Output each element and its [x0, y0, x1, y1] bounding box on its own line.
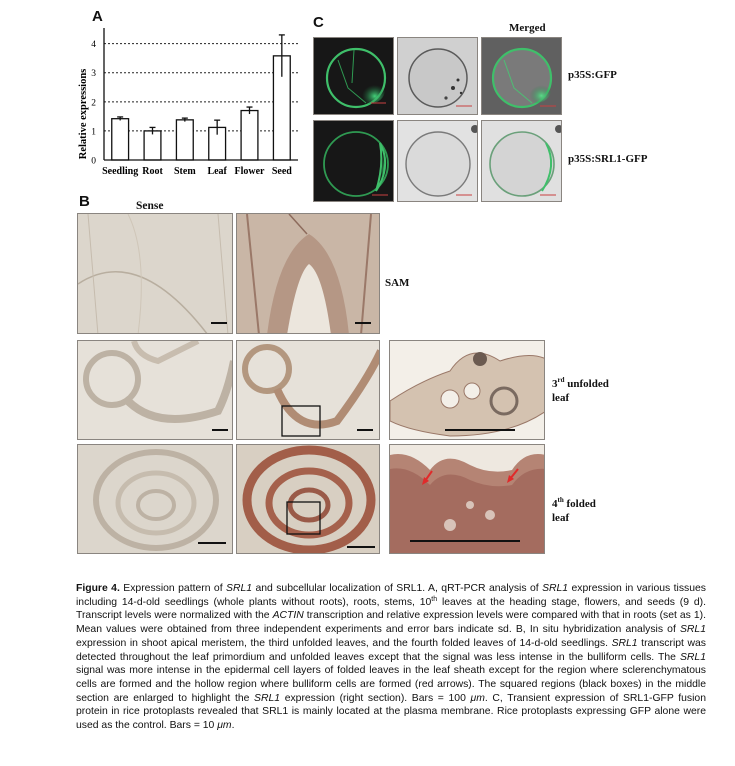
- insitu-sense-4th-leaf-image: [77, 444, 233, 554]
- insitu-sense-3rd-leaf-image: [77, 340, 233, 440]
- chart-ylabel: Relative expressions: [78, 69, 89, 160]
- insitu-sense-sam-image: [77, 213, 233, 334]
- gfp-fluorescence-image-1: [313, 37, 394, 115]
- merged-label: Merged: [509, 22, 546, 34]
- tick-label-2: 2: [91, 98, 96, 108]
- gfp-fluorescence-image-2: [313, 120, 394, 202]
- insitu-antisense-sam-image: [236, 213, 380, 334]
- brightfield-image-2: [397, 120, 478, 202]
- panel-b-letter: B: [79, 193, 90, 210]
- insitu-antisense-4th-leaf-image: [236, 444, 380, 554]
- chart-tick-labels: 0 1 2 3 4: [91, 40, 96, 166]
- p35s-srl1-gfp-label: p35S:SRL1-GFP: [568, 153, 648, 165]
- chart-axes: [103, 28, 298, 161]
- category-label-stem: Stem: [174, 166, 196, 177]
- category-label-seedling: Seedling: [102, 166, 138, 177]
- chart-category-labels: Seedling Root Stem Leaf Flower Seed: [102, 166, 292, 177]
- merged-image-1: [481, 37, 562, 115]
- third-unfolded-leaf-label: 3rd unfolded leaf: [552, 376, 609, 405]
- p35s-gfp-label: p35S:GFP: [568, 69, 617, 81]
- chart-error-bars: [117, 34, 285, 135]
- insitu-3rd-leaf-enlarged-image: [389, 340, 545, 440]
- sense-label: Sense: [136, 200, 164, 212]
- chart-bars: [111, 55, 291, 161]
- sam-label: SAM: [385, 277, 410, 289]
- merged-image-2: [481, 120, 562, 202]
- panel-c-letter: C: [313, 14, 324, 31]
- panel-a-letter: A: [92, 8, 103, 25]
- category-label-root: Root: [142, 166, 163, 177]
- bar-stem: [175, 119, 194, 161]
- bar-flower: [240, 109, 259, 161]
- category-label-leaf: Leaf: [207, 166, 227, 177]
- category-label-seed: Seed: [272, 166, 292, 177]
- figure-caption: Figure 4. Expression pattern of SRL1 and…: [76, 583, 707, 732]
- brightfield-image-1: [397, 37, 478, 115]
- category-label-flower: Flower: [235, 166, 266, 177]
- chart-grid: [104, 43, 298, 132]
- tick-label-1: 1: [91, 127, 96, 137]
- tick-label-0: 0: [91, 157, 96, 167]
- insitu-4th-leaf-enlarged-image: [389, 444, 545, 554]
- bar-chart: 0 1 2 3 4 Seedling Root Stem Leaf Flower Seed Rel…: [78, 28, 298, 177]
- tick-label-4: 4: [91, 40, 96, 50]
- insitu-antisense-3rd-leaf-image: [236, 340, 380, 440]
- bar-root: [143, 130, 162, 161]
- fourth-folded-leaf-label: 4th folded leaf: [552, 496, 596, 525]
- bar-seedling: [111, 118, 130, 161]
- tick-label-3: 3: [91, 69, 96, 79]
